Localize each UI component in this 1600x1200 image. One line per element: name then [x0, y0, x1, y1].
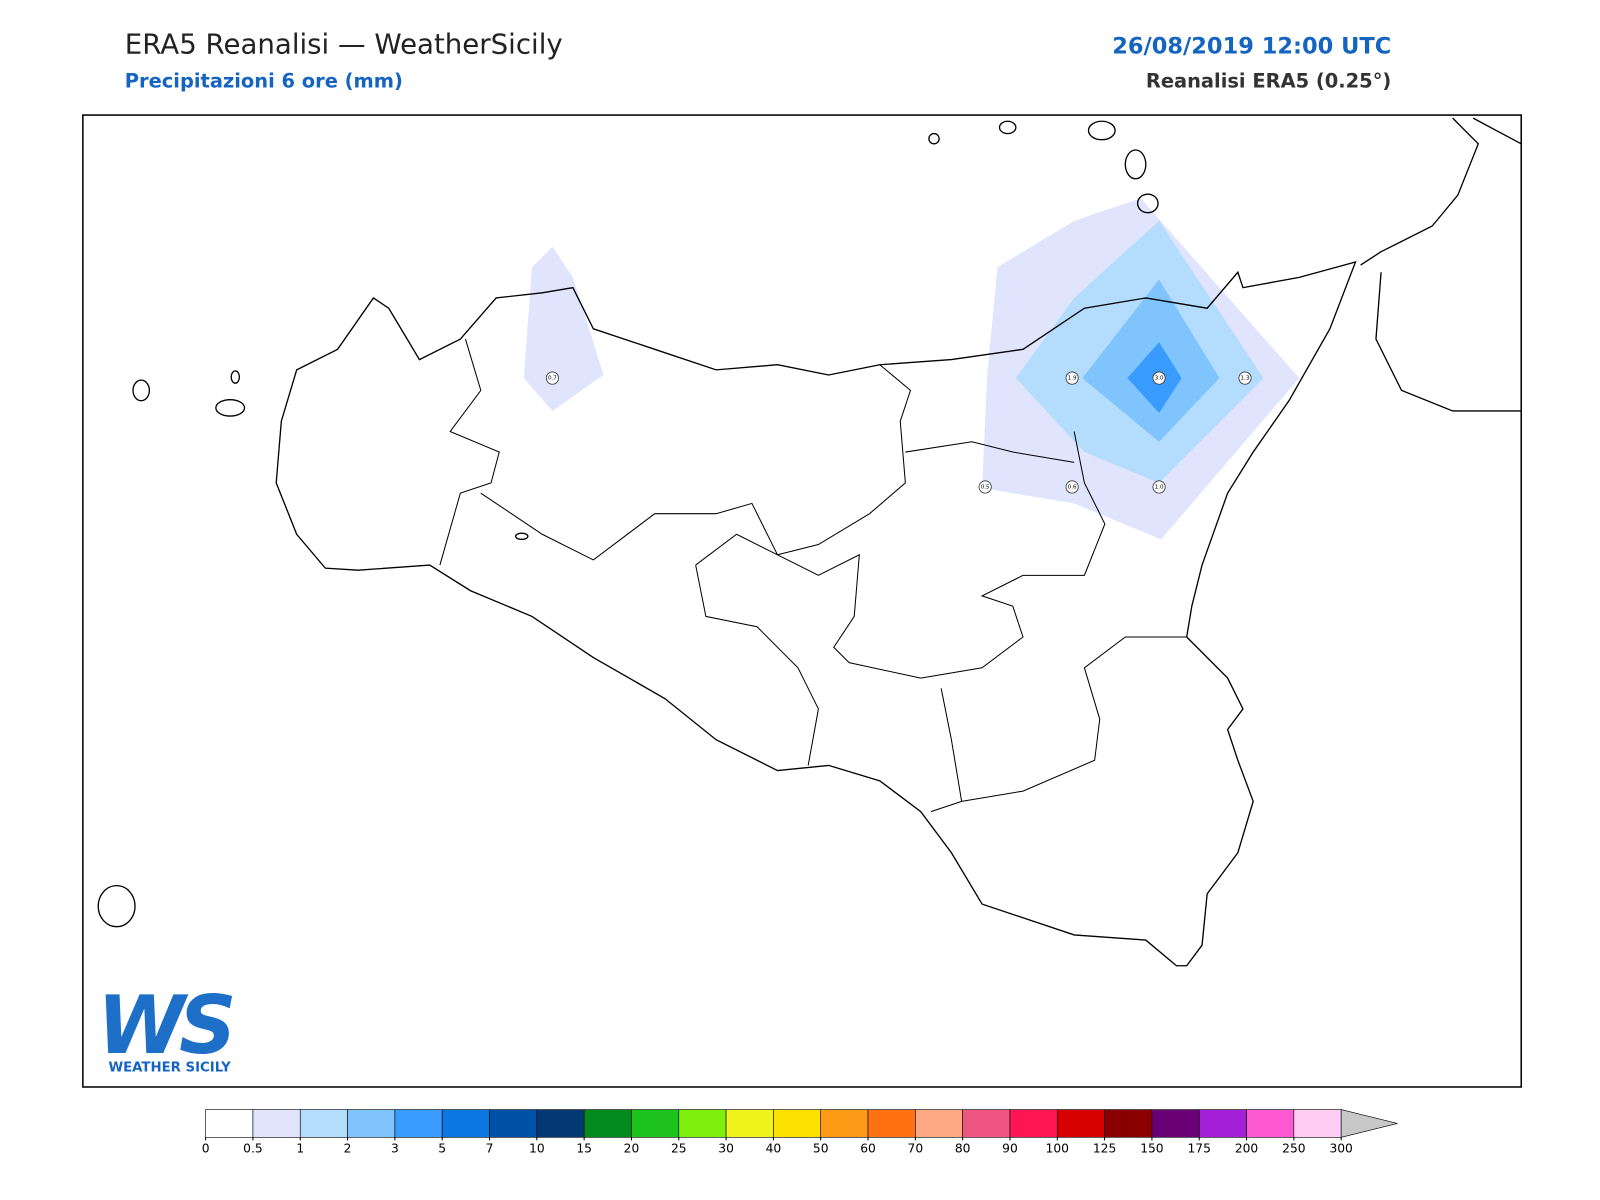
colorbar-swatch [536, 1109, 585, 1138]
coastline [275, 260, 1357, 967]
station-value: 3.0 [1155, 376, 1164, 382]
colorbar-tick-label: 0 [202, 1142, 210, 1156]
colorbar-tick-label: 15 [576, 1142, 592, 1156]
map-background [82, 115, 1522, 1087]
province-border [439, 338, 1187, 813]
colorbar-tick-label: 90 [1002, 1142, 1018, 1156]
station-value: 0.7 [548, 376, 557, 382]
station: 3.0 [1152, 371, 1166, 385]
colorbar: 0 0.5 1 2 3 5 7 10 15 20 25 30 40 50 60 70 80 90 100 125 150… [202, 1109, 1398, 1156]
station: 0.6 [1065, 480, 1079, 494]
colorbar-tick-label: 80 [955, 1142, 971, 1156]
logo-name: WEATHER SICILY [108, 1061, 231, 1076]
station-value: 1.9 [1068, 376, 1077, 382]
station-value: 1.3 [1241, 376, 1250, 382]
colorbar-swatch [867, 1109, 916, 1138]
islands [97, 120, 1159, 928]
map-frame [82, 114, 1522, 1088]
source: Reanalisi ERA5 (0.25°) [1146, 69, 1391, 92]
colorbar-tick-label: 5 [438, 1142, 446, 1156]
colorbar-swatch [489, 1109, 538, 1138]
coastline [1360, 117, 1522, 412]
colorbar-extend [1340, 1109, 1398, 1138]
colorbar-tick-label: 25 [671, 1142, 687, 1156]
colorbar-tick-label: 40 [766, 1142, 782, 1156]
datetime: 26/08/2019 12:00 UTC [1112, 33, 1391, 59]
colorbar-tick-label: 200 [1235, 1142, 1258, 1156]
logo-initials: WS [97, 979, 233, 1072]
station: 1.3 [1238, 371, 1252, 385]
colorbar-swatch [773, 1109, 822, 1138]
colorbar-tick-label: 1 [296, 1142, 304, 1156]
colorbar-tick-label: 125 [1093, 1142, 1116, 1156]
colorbar-swatch [820, 1109, 869, 1138]
colorbar-tick-label: 175 [1188, 1142, 1211, 1156]
colorbar-swatch [725, 1109, 774, 1138]
colorbar-tick-label: 300 [1329, 1142, 1352, 1156]
station-value: 0.6 [1068, 484, 1077, 490]
station-value: 1.0 [1155, 484, 1164, 490]
colorbar-swatch [299, 1109, 348, 1138]
colorbar-tick-label: 30 [718, 1142, 734, 1156]
colorbar-swatch [1056, 1109, 1105, 1138]
map: 0.7 1.9 3.0 1.3 0.5 0.6 1.0 WS WEATHER S… [82, 114, 1522, 1088]
colorbar-swatch [252, 1109, 301, 1138]
subtitle: Precipitazioni 6 ore (mm) [125, 69, 403, 92]
title: ERA5 Reanalisi — WeatherSicily [125, 27, 563, 60]
station: 0.7 [545, 371, 559, 385]
colorbar-swatch [441, 1109, 490, 1138]
colorbar-tick-label: 0.5 [243, 1142, 263, 1156]
colorbar-tick-label: 2 [344, 1142, 352, 1156]
colorbar-tick-label: 20 [624, 1142, 640, 1156]
colorbar-tick-label: 10 [529, 1142, 545, 1156]
colorbar-swatch [583, 1109, 632, 1138]
station-value: 0.5 [981, 484, 990, 490]
colorbar-swatch [1151, 1109, 1200, 1138]
colorbar-tick-label: 70 [908, 1142, 924, 1156]
colorbar-swatch [678, 1109, 727, 1138]
colorbar-tick-label: 100 [1046, 1142, 1069, 1156]
colorbar-swatch [915, 1109, 963, 1138]
colorbar-swatch [205, 1109, 254, 1138]
colorbar-swatch [962, 1109, 1011, 1138]
station: 0.5 [978, 480, 992, 494]
colorbar-swatch [631, 1109, 680, 1138]
station: 1.9 [1065, 371, 1079, 385]
colorbar-swatch [1009, 1109, 1058, 1138]
colorbar-tick-label: 50 [813, 1142, 829, 1156]
colorbar-swatch [394, 1109, 443, 1138]
colorbar-swatch [347, 1109, 396, 1138]
colorbar-swatch [1293, 1109, 1342, 1138]
colorbar-swatch [1246, 1109, 1295, 1138]
colorbar-tick-label: 150 [1140, 1142, 1163, 1156]
colorbar-tick-label: 60 [860, 1142, 876, 1156]
colorbar-tick-label: 250 [1282, 1142, 1305, 1156]
colorbar-swatch [1104, 1109, 1153, 1138]
station: 1.0 [1152, 480, 1166, 494]
precip-area [523, 246, 604, 411]
colorbar-tick-label: 7 [486, 1142, 494, 1156]
colorbar-swatch [1198, 1109, 1247, 1138]
colorbar-tick-label: 3 [391, 1142, 399, 1156]
